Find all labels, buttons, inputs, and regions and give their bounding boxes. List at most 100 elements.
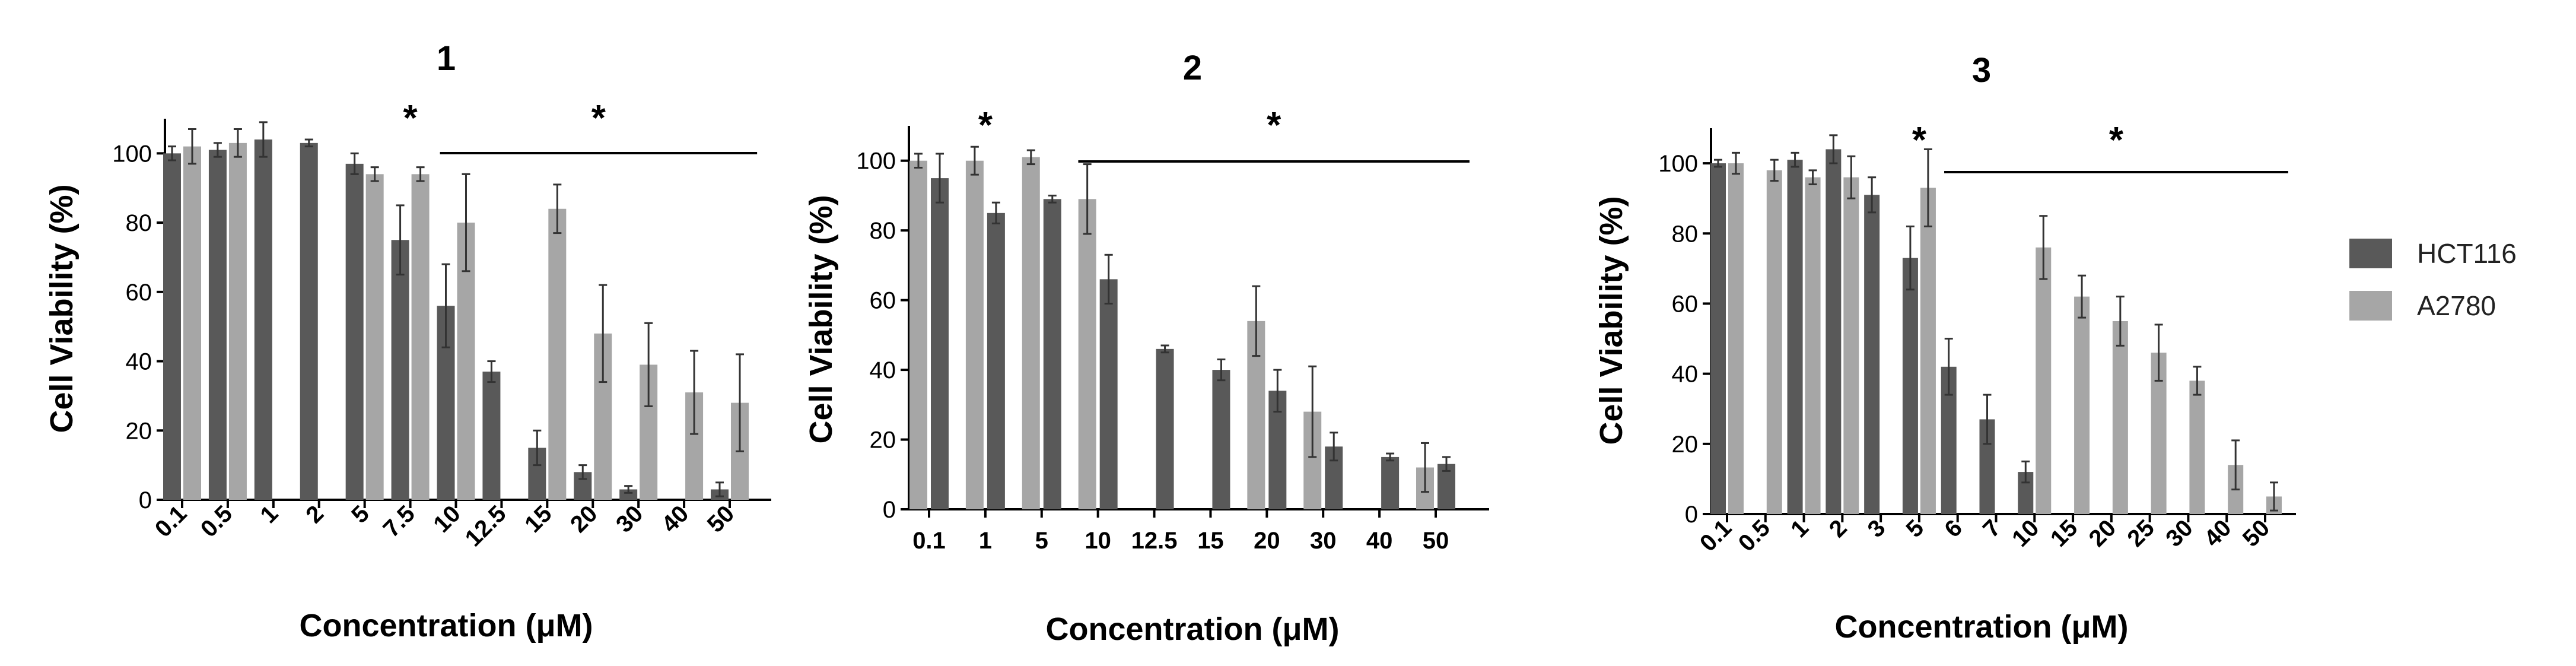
- x-tick-label: 50: [2238, 515, 2275, 552]
- x-tick-label: 3: [1863, 515, 1891, 543]
- x-tick-label: 40: [1366, 528, 1393, 554]
- bar-hct116: [345, 163, 364, 500]
- bar-hct116: [163, 153, 181, 500]
- x-tick-label: 20: [1254, 528, 1280, 554]
- legend-item-hct116: HCT116: [2349, 237, 2517, 269]
- significance-star: *: [403, 98, 418, 139]
- significance-star: *: [1267, 105, 1281, 146]
- bar-a2780: [2036, 247, 2052, 514]
- bar-hct116: [208, 150, 227, 500]
- y-tick-label: 40: [870, 357, 896, 383]
- bar-hct116: [254, 139, 272, 500]
- x-tick-label: 0.5: [1734, 515, 1775, 556]
- x-tick-label: 2: [301, 500, 329, 528]
- y-tick-label: 40: [1672, 361, 1699, 388]
- y-tick-label: 100: [112, 141, 152, 167]
- significance-star: *: [978, 105, 993, 146]
- chart-title: 1: [437, 39, 456, 78]
- x-tick-label: 20: [565, 500, 603, 538]
- bar-hct116: [1826, 149, 1842, 515]
- bar-a2780: [411, 174, 430, 500]
- bar-hct116: [1156, 348, 1174, 509]
- x-tick-label: 7: [1978, 515, 2006, 543]
- bar-hct116: [1099, 279, 1118, 509]
- bar-hct116: [1043, 199, 1061, 509]
- x-tick-label: 25: [2122, 515, 2160, 552]
- y-axis-label: Cell Viability (%): [1594, 196, 1629, 445]
- y-tick-label: 80: [126, 210, 152, 236]
- x-tick-label: 0.1: [1695, 515, 1737, 556]
- y-tick-label: 60: [1672, 291, 1699, 317]
- significance-star: *: [591, 98, 606, 139]
- x-tick-label: 10: [428, 500, 466, 538]
- x-tick-label: 5: [1035, 528, 1048, 554]
- x-tick-label: 40: [2199, 515, 2237, 552]
- bar-a2780: [909, 160, 927, 509]
- x-tick-label: 30: [611, 500, 648, 538]
- y-tick-label: 80: [1672, 221, 1699, 247]
- x-tick-label: 1: [979, 528, 992, 554]
- x-tick-label: 50: [702, 500, 740, 538]
- y-tick-label: 100: [1658, 151, 1698, 177]
- x-tick-label: 15: [1197, 528, 1223, 554]
- bar-hct116: [391, 240, 409, 500]
- x-tick-label: 15: [520, 500, 557, 538]
- x-tick-label: 0.1: [150, 500, 192, 542]
- legend-label-hct116: HCT116: [2417, 238, 2517, 269]
- x-tick-label: 40: [657, 500, 694, 538]
- x-tick-label: 5: [346, 500, 374, 528]
- significance-star: *: [1912, 120, 1927, 161]
- x-tick-label: 0.5: [196, 500, 237, 542]
- legend-item-a2780: A2780: [2349, 290, 2496, 322]
- x-tick-label: 12.5: [1131, 528, 1178, 554]
- x-axis-label: Concentration (μM): [300, 608, 593, 643]
- y-tick-label: 60: [870, 288, 896, 314]
- bar-a2780: [1766, 170, 1782, 515]
- legend-label-a2780: A2780: [2417, 290, 2497, 321]
- x-tick-label: 12.5: [460, 500, 511, 551]
- bar-hct116: [1864, 195, 1880, 515]
- x-tick-label: 50: [1423, 528, 1449, 554]
- y-axis-label: Cell Viability (%): [44, 184, 79, 433]
- bar-a2780: [1843, 177, 1859, 514]
- x-tick-label: 5: [1901, 515, 1929, 543]
- y-tick-label: 60: [126, 280, 152, 306]
- bar-a2780: [228, 142, 247, 500]
- x-tick-label: 15: [2046, 515, 2083, 552]
- bar-a2780: [1022, 157, 1040, 509]
- y-tick-label: 0: [883, 497, 896, 523]
- x-tick-label: 20: [2084, 515, 2122, 552]
- bar-a2780: [1920, 188, 1936, 514]
- bar-a2780: [1805, 177, 1821, 514]
- x-tick-label: 2: [1824, 515, 1852, 543]
- y-tick-label: 20: [1672, 432, 1699, 458]
- bar-a2780: [965, 160, 984, 509]
- x-tick-label: 30: [2161, 515, 2198, 552]
- bar-a2780: [2189, 380, 2205, 514]
- x-tick-label: 7.5: [379, 500, 420, 542]
- bar-hct116: [931, 178, 949, 509]
- bar-a2780: [1728, 163, 1744, 514]
- x-tick-label: 1: [1786, 515, 1814, 543]
- legend-swatch-hct116: [2349, 239, 2392, 268]
- legend-swatch-a2780: [2349, 291, 2392, 321]
- x-tick-label: 30: [1310, 528, 1337, 554]
- chart-2: 2 Cell Viability (%) Concentration (μM) 0 20…: [803, 49, 1489, 647]
- y-tick-label: 0: [1685, 502, 1698, 528]
- y-tick-label: 0: [139, 487, 152, 513]
- y-tick-label: 20: [870, 427, 896, 453]
- bar-hct116: [1212, 370, 1230, 509]
- significance-star: *: [2109, 120, 2124, 161]
- bar-hct116: [987, 213, 1005, 509]
- bar-hct116: [300, 142, 318, 500]
- y-tick-label: 100: [856, 148, 896, 175]
- x-axis-label: Concentration (μM): [1835, 609, 2129, 645]
- y-tick-label: 40: [126, 349, 152, 375]
- bar-hct116: [619, 489, 638, 500]
- bar-a2780: [2112, 321, 2128, 514]
- bar-a2780: [548, 208, 567, 500]
- bar-hct116: [1902, 258, 1918, 514]
- x-axis-label: Concentration (μM): [1046, 611, 1340, 647]
- chart-title: 2: [1183, 49, 1202, 87]
